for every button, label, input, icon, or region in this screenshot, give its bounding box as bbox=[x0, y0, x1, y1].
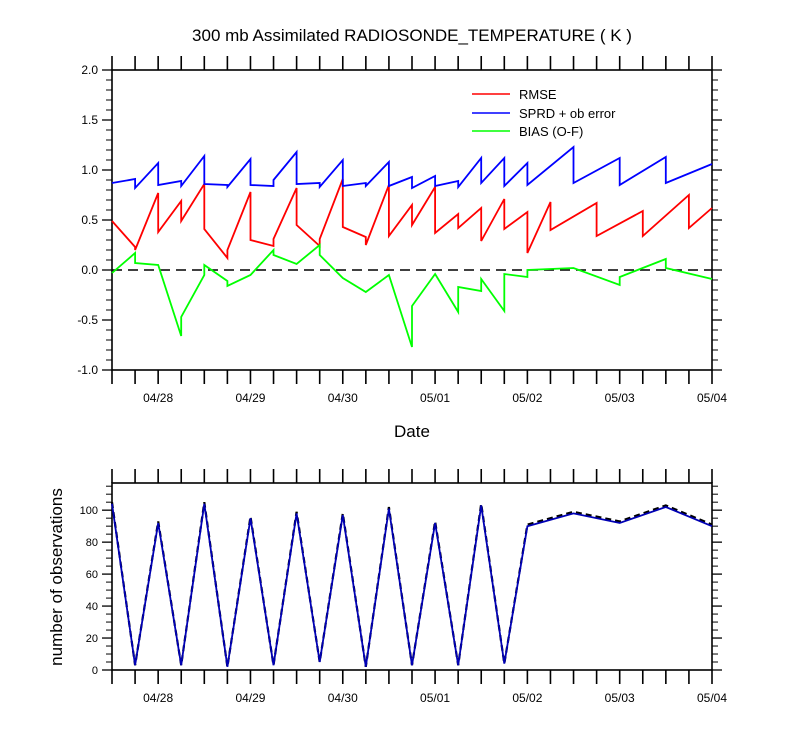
top-y-tick-label: 1.0 bbox=[81, 163, 98, 177]
top-x-tick-label: 04/28 bbox=[143, 391, 173, 405]
top-series-group bbox=[111, 145, 713, 348]
bottom-y-tick-label: 60 bbox=[86, 569, 98, 581]
bottom-x-tick-label: 05/02 bbox=[512, 691, 542, 705]
bottom-y-axis: 0 20 40 60 80 100 bbox=[80, 485, 722, 677]
bottom-y-tick-label: 100 bbox=[80, 505, 98, 517]
top-series-sprd-ob-error bbox=[111, 145, 713, 191]
top-chart-title: 300 mb Assimilated RADIOSONDE_TEMPERATUR… bbox=[192, 26, 632, 45]
bottom-y-tick-label: 0 bbox=[92, 665, 98, 677]
top-y-axis: -1.0 -0.5 0.0 0.5 1.0 1.5 2.0 bbox=[77, 63, 722, 377]
top-x-axis: 04/28 04/29 04/30 05/01 05/02 05/03 05/04 bbox=[111, 56, 727, 405]
bottom-y-axis-label: number of observations bbox=[47, 488, 66, 666]
top-x-tick-label: 04/30 bbox=[328, 391, 358, 405]
bottom-series-observations-dashed bbox=[110, 502, 713, 667]
top-y-tick-label: 0.0 bbox=[81, 263, 98, 277]
bottom-x-tick-label: 04/28 bbox=[143, 691, 173, 705]
bottom-y-tick-label: 40 bbox=[86, 601, 98, 613]
top-x-tick-label: 05/02 bbox=[512, 391, 542, 405]
legend-label-sprd: SPRD + ob error bbox=[519, 106, 616, 121]
top-y-tick-label: 0.5 bbox=[81, 213, 98, 227]
top-x-tick-label: 05/01 bbox=[420, 391, 450, 405]
top-series-bias-o-f bbox=[111, 243, 713, 348]
legend-label-rmse: RMSE bbox=[519, 87, 557, 102]
top-x-tick-label: 05/04 bbox=[697, 391, 727, 405]
top-y-tick-label: 1.5 bbox=[81, 113, 98, 127]
bottom-x-tick-label: 04/29 bbox=[235, 691, 265, 705]
top-series-rmse bbox=[111, 178, 713, 261]
legend: RMSE SPRD + ob error BIAS (O-F) bbox=[472, 87, 616, 139]
legend-label-bias: BIAS (O-F) bbox=[519, 124, 583, 139]
top-panel: 300 mb Assimilated RADIOSONDE_TEMPERATUR… bbox=[77, 26, 727, 441]
bottom-x-tick-label: 04/30 bbox=[328, 691, 358, 705]
top-x-axis-label: Date bbox=[394, 422, 430, 441]
top-x-tick-label: 04/29 bbox=[235, 391, 265, 405]
bottom-panel: 0 20 40 60 80 100 04/28 04/29 04/30 05/01 05/02 05… bbox=[47, 469, 727, 705]
top-x-tick-label: 05/03 bbox=[605, 391, 635, 405]
bottom-x-tick-label: 05/03 bbox=[605, 691, 635, 705]
top-y-tick-label: 2.0 bbox=[81, 63, 98, 77]
bottom-x-tick-label: 05/01 bbox=[420, 691, 450, 705]
bottom-x-axis: 04/28 04/29 04/30 05/01 05/02 05/03 05/04 bbox=[111, 469, 727, 705]
bottom-x-tick-label: 05/04 bbox=[697, 691, 727, 705]
top-y-tick-label: -1.0 bbox=[77, 363, 98, 377]
bottom-series-group bbox=[110, 502, 713, 667]
bottom-series-observations-solid bbox=[111, 503, 713, 667]
bottom-y-tick-label: 20 bbox=[86, 633, 98, 645]
bottom-y-tick-label: 80 bbox=[86, 537, 98, 549]
top-y-tick-label: -0.5 bbox=[77, 313, 98, 327]
